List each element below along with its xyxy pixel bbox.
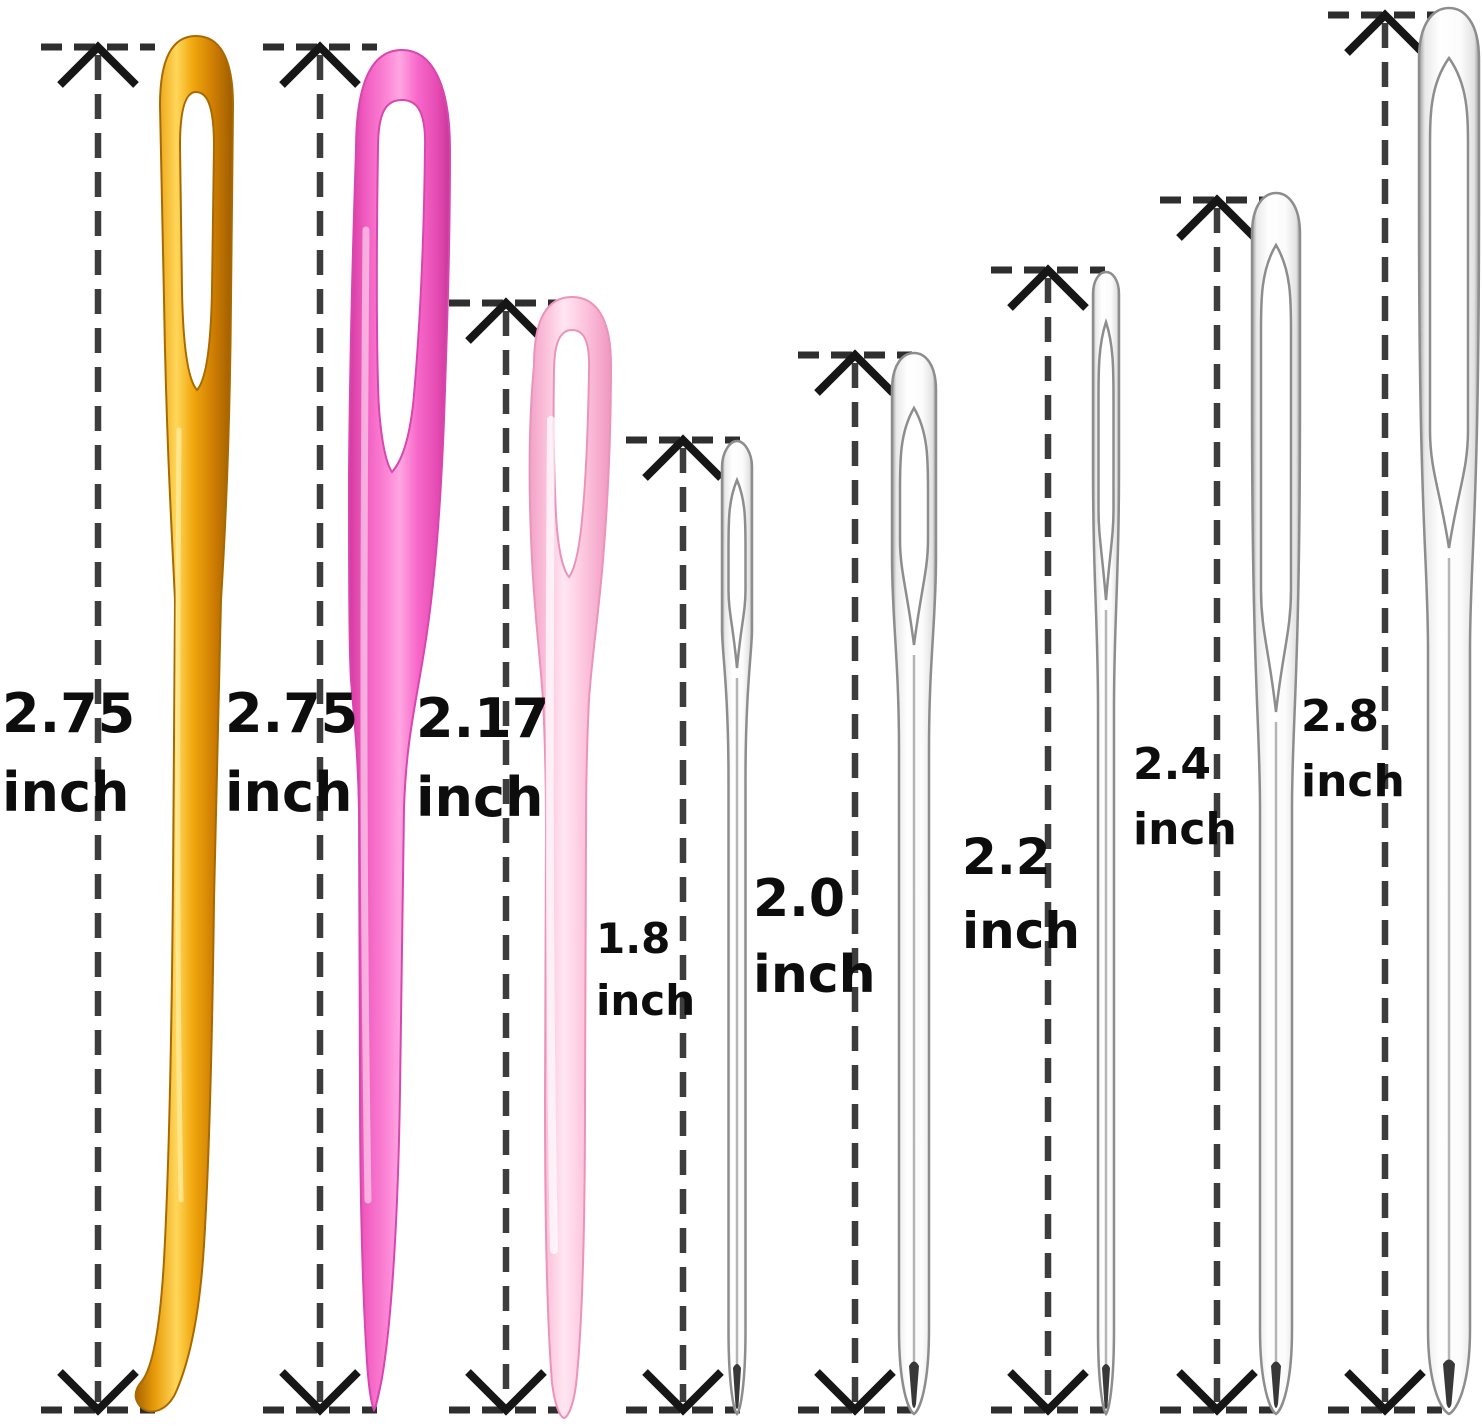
measurement-unit: inch <box>225 761 353 825</box>
hot-pink-highlight <box>360 226 372 1204</box>
needle-gold <box>134 34 235 1413</box>
measurement-value: 2.4 <box>1133 739 1211 790</box>
measurement-label-5: 2.0 inch <box>753 861 876 1014</box>
measurement-unit: inch <box>1133 803 1237 855</box>
measurement-unit: inch <box>596 975 696 1025</box>
measurement-value: 2.75 <box>2 682 136 745</box>
light-pink-highlight <box>545 416 558 1254</box>
gold-highlight <box>175 427 184 1203</box>
measurement-value: 2.2 <box>962 828 1051 886</box>
measurement-label-2: 2.75 inch <box>225 674 358 833</box>
measure-line-7 <box>1160 200 1274 1410</box>
needle-silver-3 <box>1091 270 1121 1417</box>
needle-silver-1 <box>720 439 754 1416</box>
measurement-unit: inch <box>1301 755 1405 807</box>
measure-line-8 <box>1328 15 1442 1410</box>
measurement-unit: inch <box>753 945 876 1006</box>
needle-silver-4 <box>1250 191 1302 1416</box>
needle-silver-5 <box>1417 6 1481 1416</box>
measurement-label-6: 2.2 inch <box>962 821 1080 968</box>
measurement-label-8: 2.8 inch <box>1301 685 1405 814</box>
measurement-unit: inch <box>2 761 130 825</box>
measurement-value: 2.0 <box>753 869 846 929</box>
needle-hot-pink <box>347 48 452 1413</box>
measurement-label-3: 2.17 inch <box>416 679 549 838</box>
measurement-label-4: 1.8 inch <box>596 908 695 1031</box>
measure-line-3 <box>449 303 563 1410</box>
measure-line-2 <box>263 47 377 1410</box>
measure-line-5 <box>798 355 912 1410</box>
measurement-value: 2.75 <box>225 682 359 745</box>
measure-line-6 <box>991 270 1105 1410</box>
measurement-unit: inch <box>962 901 1080 960</box>
measure-line-1 <box>41 47 155 1410</box>
measurement-value: 1.8 <box>596 914 671 963</box>
measurement-value: 2.8 <box>1301 691 1379 742</box>
measurement-label-7: 2.4 inch <box>1133 733 1237 862</box>
measurement-value: 2.17 <box>416 687 550 750</box>
measurement-unit: inch <box>416 766 544 830</box>
measurement-label-1: 2.75 inch <box>2 674 135 833</box>
needle-silver-2 <box>890 351 938 1416</box>
needle-light-pink <box>528 295 613 1420</box>
measure-line-4 <box>626 440 740 1410</box>
